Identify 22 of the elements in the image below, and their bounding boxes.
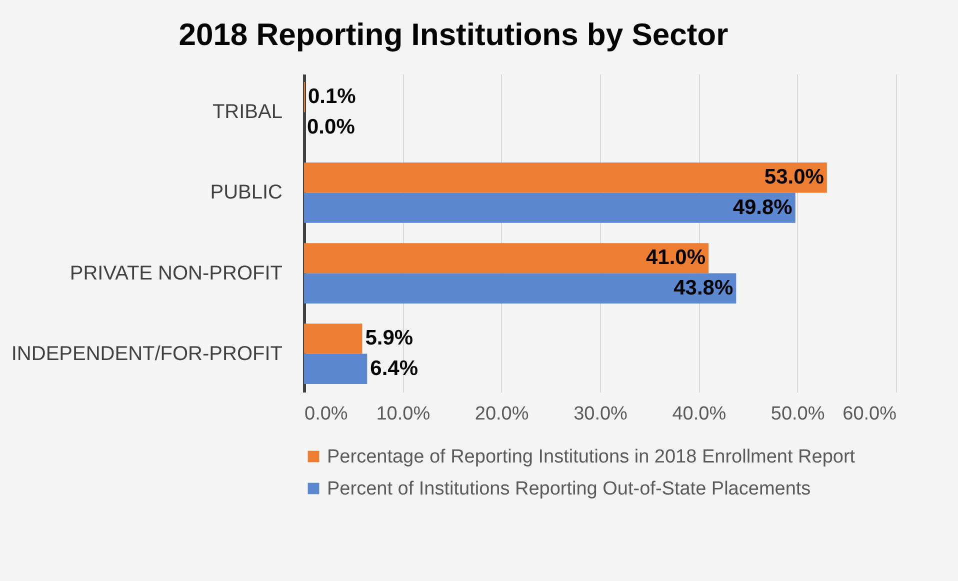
- x-tick-label: 0.0%: [304, 404, 348, 424]
- y-tick-label: INDEPENDENT/FOR-PROFIT: [11, 342, 282, 365]
- data-label: 49.8%: [732, 196, 793, 219]
- x-tick-label: 60.0%: [842, 404, 897, 424]
- data-label: 0.1%: [308, 85, 356, 108]
- data-label: 53.0%: [764, 166, 824, 189]
- x-tick-label: 40.0%: [672, 404, 726, 424]
- x-tick-label: 10.0%: [376, 404, 430, 424]
- data-label: 0.0%: [307, 115, 356, 138]
- data-label: 5.9%: [365, 326, 414, 350]
- x-tick-label: 20.0%: [474, 404, 529, 424]
- x-tick-label: 50.0%: [770, 404, 825, 424]
- data-label: 41.0%: [646, 246, 706, 270]
- y-tick-label: PUBLIC: [210, 182, 282, 204]
- legend-label: Percent of Institutions Reporting Out-of-State Placements: [327, 478, 811, 500]
- data-label: 43.8%: [674, 276, 734, 300]
- x-tick-label: 30.0%: [574, 404, 628, 424]
- y-tick-label: PRIVATE NON-PROFIT: [70, 262, 282, 284]
- chart-title: 2018 Reporting Institutions by Sector: [178, 17, 728, 52]
- y-tick-label: TRIBAL: [212, 101, 282, 124]
- legend-label: Percentage of Reporting Institutions in 2018 Enrollment Report: [327, 446, 856, 468]
- data-label: 6.4%: [370, 356, 418, 380]
